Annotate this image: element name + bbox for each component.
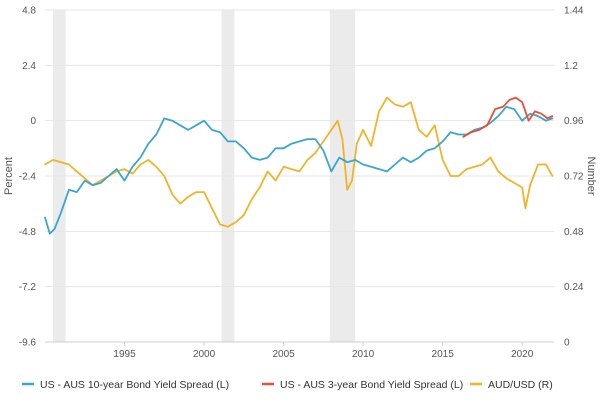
gridlines [45,9,554,343]
y-left-tick-label: 0 [30,116,36,127]
right-axis-title: Number [585,156,597,195]
y-right-tick-label: 0.96 [564,116,584,127]
y-right-tick-label: 0.48 [564,227,584,238]
legend-label: US - AUS 10-year Bond Yield Spread (L) [40,379,229,391]
y-left-tick-label: -4.8 [19,227,37,238]
y-left-tick-label: -9.6 [19,338,37,349]
y-left-tick-label: -7.2 [19,282,37,293]
y-right-tick-label: 0 [564,338,570,349]
series-line-2 [44,96,554,228]
x-tick-label: 2020 [511,349,534,360]
legend-label: US - AUS 3-year Bond Yield Spread (L) [280,379,463,391]
left-axis-title: Percent [3,157,15,195]
x-tick-label: 2005 [272,349,295,360]
x-tick-label: 2010 [352,349,375,360]
left-axis-ticks: 4.8 2.4 0 -2.4 -4.8 -7.2 -9.6 [19,6,37,349]
x-tick-label: 1995 [113,349,136,360]
y-right-tick-label: 1.44 [564,6,584,17]
series-lines [44,96,554,235]
y-right-tick-label: 0.24 [564,282,584,293]
y-left-tick-label: 4.8 [22,6,36,17]
legend-label: AUD/USD (R) [488,379,553,391]
x-tick-label: 2015 [432,349,455,360]
y-right-tick-label: 1.2 [564,61,578,72]
y-left-tick-label: -2.4 [19,172,37,183]
legend: US - AUS 10-year Bond Yield Spread (L) US… [22,379,553,391]
x-axis-ticks: 1995 2000 2005 2010 2015 2020 [113,342,534,360]
right-axis-ticks: 1.44 1.2 0.96 0.72 0.48 0.24 0 [564,6,584,349]
y-left-tick-label: 2.4 [22,61,36,72]
x-tick-label: 2000 [193,349,216,360]
y-right-tick-label: 0.72 [564,172,584,183]
series-line-1 [462,96,554,138]
